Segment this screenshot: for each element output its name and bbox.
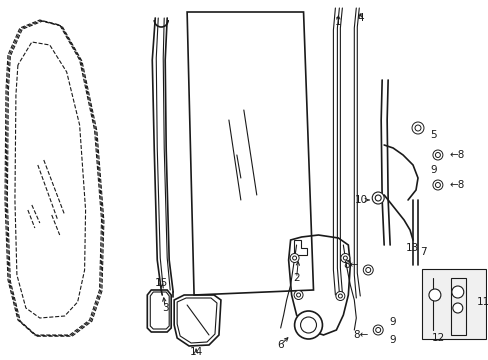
Circle shape [335,292,344,301]
Circle shape [338,294,342,298]
Text: 3: 3 [162,303,168,313]
Circle shape [411,122,423,134]
Text: 1: 1 [334,17,341,27]
Text: ←8: ←8 [449,150,464,160]
Text: 13: 13 [405,243,418,253]
Circle shape [343,256,346,260]
Text: 5: 5 [429,130,436,140]
Text: 9: 9 [429,165,436,175]
Text: 8←: 8← [342,260,358,270]
Circle shape [432,180,442,190]
Text: 11: 11 [475,297,488,307]
Text: 9: 9 [389,317,396,327]
Circle shape [375,328,380,333]
Circle shape [296,293,300,297]
Text: 10: 10 [354,195,367,205]
Text: 2: 2 [293,273,299,283]
Circle shape [452,303,462,313]
Circle shape [294,311,322,339]
FancyBboxPatch shape [421,269,485,339]
Circle shape [363,265,372,275]
Circle shape [374,195,381,201]
Text: 8←: 8← [352,330,367,340]
Circle shape [293,291,303,300]
Circle shape [451,286,463,298]
Text: 6: 6 [277,340,284,350]
Circle shape [340,253,349,262]
Text: 12: 12 [431,333,445,343]
Circle shape [289,253,299,262]
Circle shape [432,150,442,160]
Text: 15: 15 [154,278,167,288]
Circle shape [365,267,370,273]
Circle shape [371,192,384,204]
Circle shape [434,153,440,158]
Circle shape [414,125,420,131]
Text: 7: 7 [419,247,426,257]
Circle shape [292,256,296,260]
Text: 4: 4 [356,13,363,23]
Circle shape [428,289,440,301]
Circle shape [300,317,316,333]
Text: 14: 14 [189,347,202,357]
Circle shape [372,325,383,335]
Text: ←8: ←8 [449,180,464,190]
Text: 9: 9 [389,335,396,345]
Circle shape [434,183,440,188]
